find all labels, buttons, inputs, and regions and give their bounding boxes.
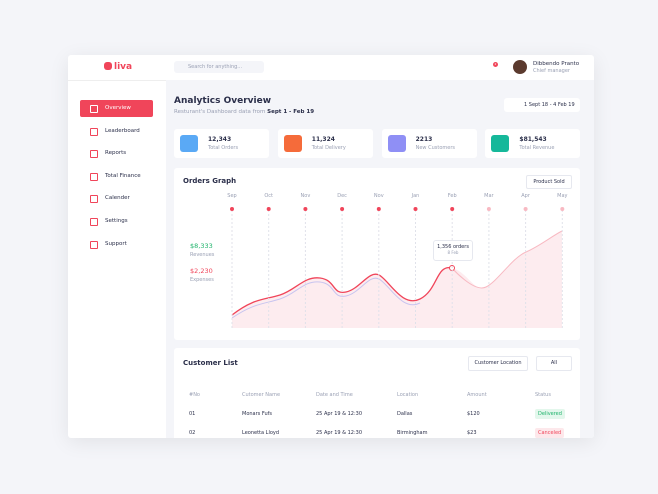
month-dot <box>486 207 491 211</box>
nav-icon <box>90 195 98 204</box>
graph-card: Orders Graph Product Sold Sep Oct Nov Dec No… <box>174 168 580 340</box>
graph: Sep Oct Nov Dec Nov Jan Feb Mar Apr May <box>227 193 568 328</box>
graph-filter[interactable]: Product Sold <box>526 175 572 189</box>
month-label: Oct <box>264 193 273 199</box>
column-header: Amount <box>467 392 487 398</box>
column-header: Cutomer Name <box>242 392 281 398</box>
tooltip: 1,356 orders 8 Feb <box>433 240 473 261</box>
all-filter[interactable]: All <box>536 356 572 371</box>
month-dot <box>376 207 381 211</box>
month-dot <box>523 207 528 211</box>
cell: Dallas <box>397 411 413 417</box>
month-dot <box>560 207 565 211</box>
customer-title: Customer List <box>183 359 238 367</box>
month-dot <box>303 207 308 211</box>
month-label: Dec <box>337 193 347 199</box>
revenue-label: Revenues <box>190 252 215 258</box>
nav-icon <box>90 105 98 113</box>
line-expenses <box>231 277 421 319</box>
month-dot <box>450 207 455 211</box>
nav-item[interactable]: Leaderboard <box>105 127 140 134</box>
month-dot <box>230 207 234 211</box>
search-placeholder: Search for anything... <box>188 64 243 70</box>
cell: 01 <box>189 411 196 417</box>
month-label: Jan <box>411 193 420 199</box>
line-orders <box>231 267 453 316</box>
stat-value: $81,543 <box>519 136 547 143</box>
range: Sept 1 - Feb 19 <box>267 109 315 115</box>
stat-icon <box>491 135 510 152</box>
active-item <box>80 100 153 117</box>
stat-label: New Customers <box>415 145 455 151</box>
revenue-value: $8,333 <box>190 242 213 250</box>
stat-icon <box>283 135 302 152</box>
date-picker[interactable]: 1 Sept 18 - 4 Feb 19 <box>504 98 580 112</box>
nav-item[interactable]: Overview <box>105 105 131 111</box>
expense-label: Expenses <box>190 277 214 283</box>
stat-value: 11,324 <box>311 136 335 143</box>
user-role: Chief manager <box>533 68 570 74</box>
month-label: Sep <box>227 193 236 199</box>
tooltip-date: 8 Feb <box>447 250 459 255</box>
nav-item[interactable]: Support <box>105 240 127 247</box>
customer-card: Customer List Customer Location All #No C… <box>174 348 580 438</box>
cell: Birmingham <box>397 430 428 436</box>
column-header: Date and Time <box>316 392 353 398</box>
user-name: Dibbendo Pranto <box>533 61 580 67</box>
nav-item[interactable]: Reports <box>105 150 127 157</box>
line-forecast <box>451 230 563 289</box>
nav-item[interactable]: Calender <box>105 195 130 202</box>
badge: 2 <box>493 62 498 67</box>
cell: $120 <box>467 411 480 417</box>
cell: 02 <box>189 430 196 436</box>
location-filter[interactable]: Customer Location <box>468 356 528 371</box>
stat-value: 2213 <box>415 136 433 143</box>
column-header: Location <box>397 392 419 398</box>
nav-icon <box>90 240 98 249</box>
month-label: Mar <box>484 193 494 199</box>
column-header: #No <box>189 392 200 398</box>
nav-icon <box>90 218 98 226</box>
nav-icon <box>90 127 98 136</box>
cell: 25 Apr 19 & 12:30 <box>316 411 363 417</box>
tooltip-value: 1,356 orders <box>437 244 469 250</box>
logo: liva <box>114 62 133 72</box>
month-dot <box>266 207 271 211</box>
month-label: Apr <box>521 193 531 199</box>
graph-title: Orders Graph <box>183 177 237 185</box>
avatar[interactable] <box>513 60 527 74</box>
month-label: May <box>557 193 567 199</box>
area <box>232 231 562 328</box>
month-dot <box>413 207 418 211</box>
logo-icon <box>104 62 112 70</box>
search-box[interactable] <box>174 61 264 73</box>
cell: 25 Apr 19 & 12:30 <box>316 430 363 436</box>
stat-icon <box>180 135 198 152</box>
nav-icon <box>90 172 98 181</box>
subtitle: Resturant's Dashboard data from <box>174 109 266 115</box>
stat-label: Total Delivery <box>311 145 346 151</box>
month-label: Nov <box>374 193 384 199</box>
app-window: liva Search for anything... 2 Dibbendo P… <box>68 55 594 438</box>
stat-icon <box>387 135 406 152</box>
page-title: Analytics Overview <box>174 96 272 106</box>
cell: $23 <box>467 430 477 436</box>
status: Delivered <box>535 409 565 419</box>
cell: Leonetta Lloyd <box>242 430 280 436</box>
month-label: Feb <box>448 193 457 199</box>
nav-item[interactable]: Settings <box>105 218 128 224</box>
stat-label: Total Revenue <box>519 145 555 151</box>
cell: Monars Fufs <box>242 411 272 417</box>
column-header: Status <box>535 392 551 398</box>
expense-value: $2,230 <box>190 267 213 275</box>
stat-value: 12,343 <box>208 136 232 143</box>
month-dot <box>340 207 345 211</box>
nav-item[interactable]: Total Finance <box>105 172 141 179</box>
status: Canceled <box>535 428 565 438</box>
stat-label: Total Orders <box>208 145 239 151</box>
month-label: Nov <box>301 193 311 199</box>
nav-icon <box>90 150 98 159</box>
